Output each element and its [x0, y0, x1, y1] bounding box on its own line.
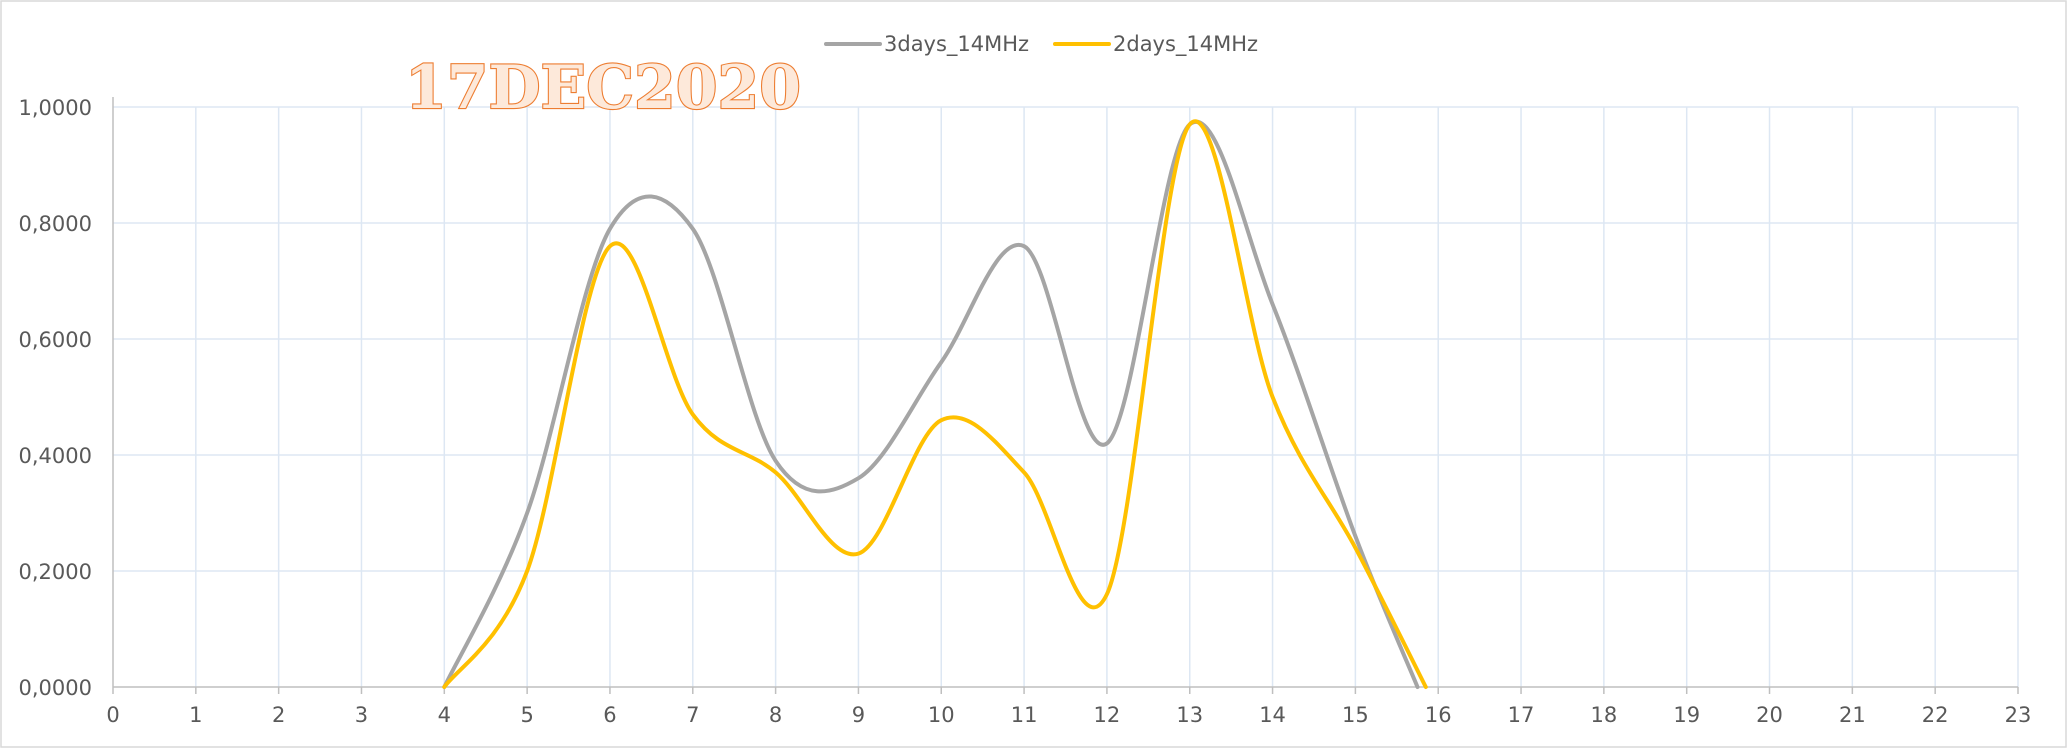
x-tick-label: 20 [1756, 703, 1783, 727]
series-line-2days_14MHz [444, 121, 1425, 687]
x-tick-label: 22 [1922, 703, 1949, 727]
legend-label: 3days_14MHz [884, 32, 1029, 57]
axes: 0 1 2 3 4 5 6 7 8 9 10 11 12 13 14 15 16 17 18 19 20 21 22 230,… [19, 96, 2032, 727]
y-tick-label: 0,8000 [19, 212, 92, 236]
x-tick-label: 8 [769, 703, 782, 727]
x-tick-label: 6 [603, 703, 616, 727]
y-tick-label: 0,6000 [19, 328, 92, 352]
y-tick-label: 0,0000 [19, 676, 92, 700]
legend: 3days_14MHz 2days_14MHz [826, 32, 1258, 57]
x-tick-label: 2 [272, 703, 285, 727]
x-tick-label: 13 [1176, 703, 1203, 727]
x-tick-label: 7 [686, 703, 699, 727]
x-tick-label: 12 [1094, 703, 1121, 727]
x-tick-label: 14 [1259, 703, 1286, 727]
x-tick-label: 15 [1342, 703, 1369, 727]
gridlines [113, 107, 2018, 687]
x-tick-label: 4 [438, 703, 451, 727]
x-tick-label: 18 [1591, 703, 1618, 727]
x-tick-label: 23 [2005, 703, 2032, 727]
chart-title: 17DEC2020 [405, 53, 801, 123]
x-tick-label: 9 [852, 703, 865, 727]
x-tick-label: 5 [520, 703, 533, 727]
x-tick-label: 21 [1839, 703, 1866, 727]
y-tick-label: 0,4000 [19, 444, 92, 468]
x-tick-label: 16 [1425, 703, 1452, 727]
x-tick-label: 11 [1011, 703, 1038, 727]
x-tick-label: 17 [1508, 703, 1535, 727]
series-line-3days_14MHz [444, 122, 1417, 687]
y-tick-label: 1,0000 [19, 96, 92, 120]
x-tick-label: 3 [355, 703, 368, 727]
series-lines [444, 121, 1425, 687]
legend-label: 2days_14MHz [1113, 32, 1258, 57]
x-tick-label: 19 [1673, 703, 1700, 727]
x-tick-label: 0 [106, 703, 119, 727]
x-tick-label: 1 [189, 703, 202, 727]
x-tick-label: 10 [928, 703, 955, 727]
y-tick-label: 0,2000 [19, 560, 92, 584]
